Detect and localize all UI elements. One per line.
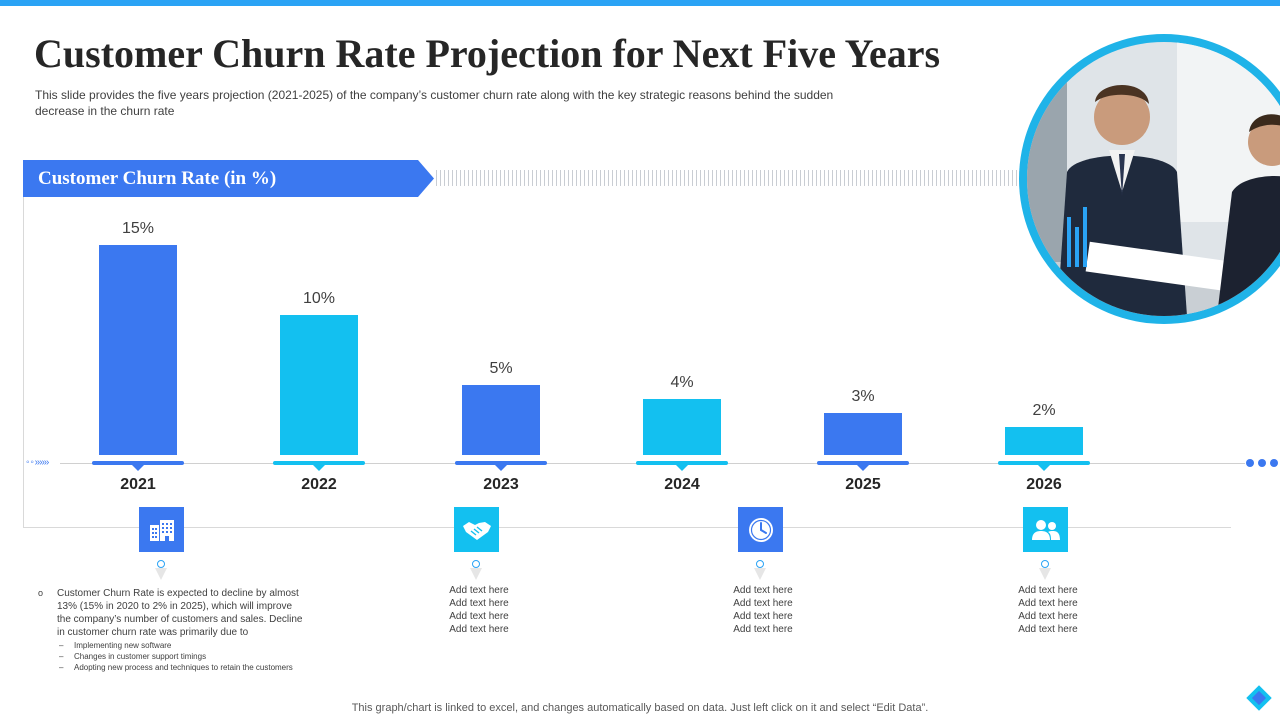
x-tick-label: 2024 (664, 476, 700, 493)
placeholder-text-block[interactable]: Add text here Add text here Add text here… (449, 585, 509, 635)
axis-tick-arrow (312, 464, 326, 471)
data-label: 5% (489, 360, 513, 377)
bar-2025[interactable] (824, 413, 902, 455)
clock-icon (738, 507, 783, 552)
bar-2024[interactable] (643, 399, 721, 455)
slide-title: Customer Churn Rate Projection for Next … (34, 31, 941, 76)
top-accent-bar (0, 0, 1280, 6)
data-label: 4% (670, 374, 694, 391)
placeholder-text-block[interactable]: Add text here Add text here Add text here… (1018, 585, 1078, 635)
axis-tick-bar (998, 461, 1090, 465)
connector-pin (153, 552, 169, 582)
axis-tick-bar (92, 461, 184, 465)
connector-pin (752, 552, 768, 582)
bar-2022[interactable] (280, 315, 358, 455)
bar-2026[interactable] (1005, 427, 1083, 455)
x-tick-label: 2022 (301, 476, 337, 493)
chart-frame[interactable] (23, 197, 1231, 528)
business-photo (1019, 34, 1280, 324)
axis-tick-arrow (856, 464, 870, 471)
banner-stripes (436, 170, 1026, 186)
chart-banner (23, 160, 434, 197)
data-label: 3% (851, 388, 875, 405)
placeholder-text-block[interactable]: Add text here Add text here Add text here… (733, 585, 793, 635)
users-icon (1023, 507, 1068, 552)
footer-note: This graph/chart is linked to excel, and… (351, 702, 929, 714)
connector-pin (1037, 552, 1053, 582)
bar-2023[interactable] (462, 385, 540, 455)
axis-right-dots (1246, 457, 1280, 469)
description-text: Customer Churn Rate is expected to decli… (57, 588, 303, 638)
axis-tick-arrow (675, 464, 689, 471)
buildings-icon (139, 507, 184, 552)
x-tick-label: 2021 (120, 476, 156, 493)
list-item: – Adopting new process and techniques to … (59, 663, 293, 672)
corner-diamond-icon (1246, 685, 1272, 711)
axis-tick-bar (273, 461, 365, 465)
description-subpoints: – Implementing new software – Changes in c… (38, 640, 303, 673)
data-label: 2% (1032, 402, 1056, 419)
bar-2021[interactable] (99, 245, 177, 455)
axis-tick-arrow (131, 464, 145, 471)
axis-tick-bar (455, 461, 547, 465)
data-label: 15% (121, 220, 155, 237)
connector-pin (468, 552, 484, 582)
axis-left-marker: ◦ ◦ »»» (26, 457, 49, 468)
x-tick-label: 2025 (845, 476, 881, 493)
axis-tick-arrow (494, 464, 508, 471)
list-item: – Changes in customer support timings (59, 652, 207, 661)
handshake-icon (454, 507, 499, 552)
bullet-marker: o (38, 588, 44, 598)
description-block: o Customer Churn Rate is expected to dec… (38, 587, 303, 673)
x-tick-label: 2026 (1026, 476, 1062, 493)
list-item: – Implementing new software (59, 641, 172, 650)
axis-tick-bar (636, 461, 728, 465)
axis-tick-arrow (1037, 464, 1051, 471)
slide-subtitle: This slide provides the five years proje… (35, 88, 834, 118)
axis-tick-bar (817, 461, 909, 465)
x-tick-label: 2023 (483, 476, 519, 493)
data-label: 10% (302, 290, 336, 307)
chart-banner-title: Customer Churn Rate (in %) (38, 168, 277, 189)
